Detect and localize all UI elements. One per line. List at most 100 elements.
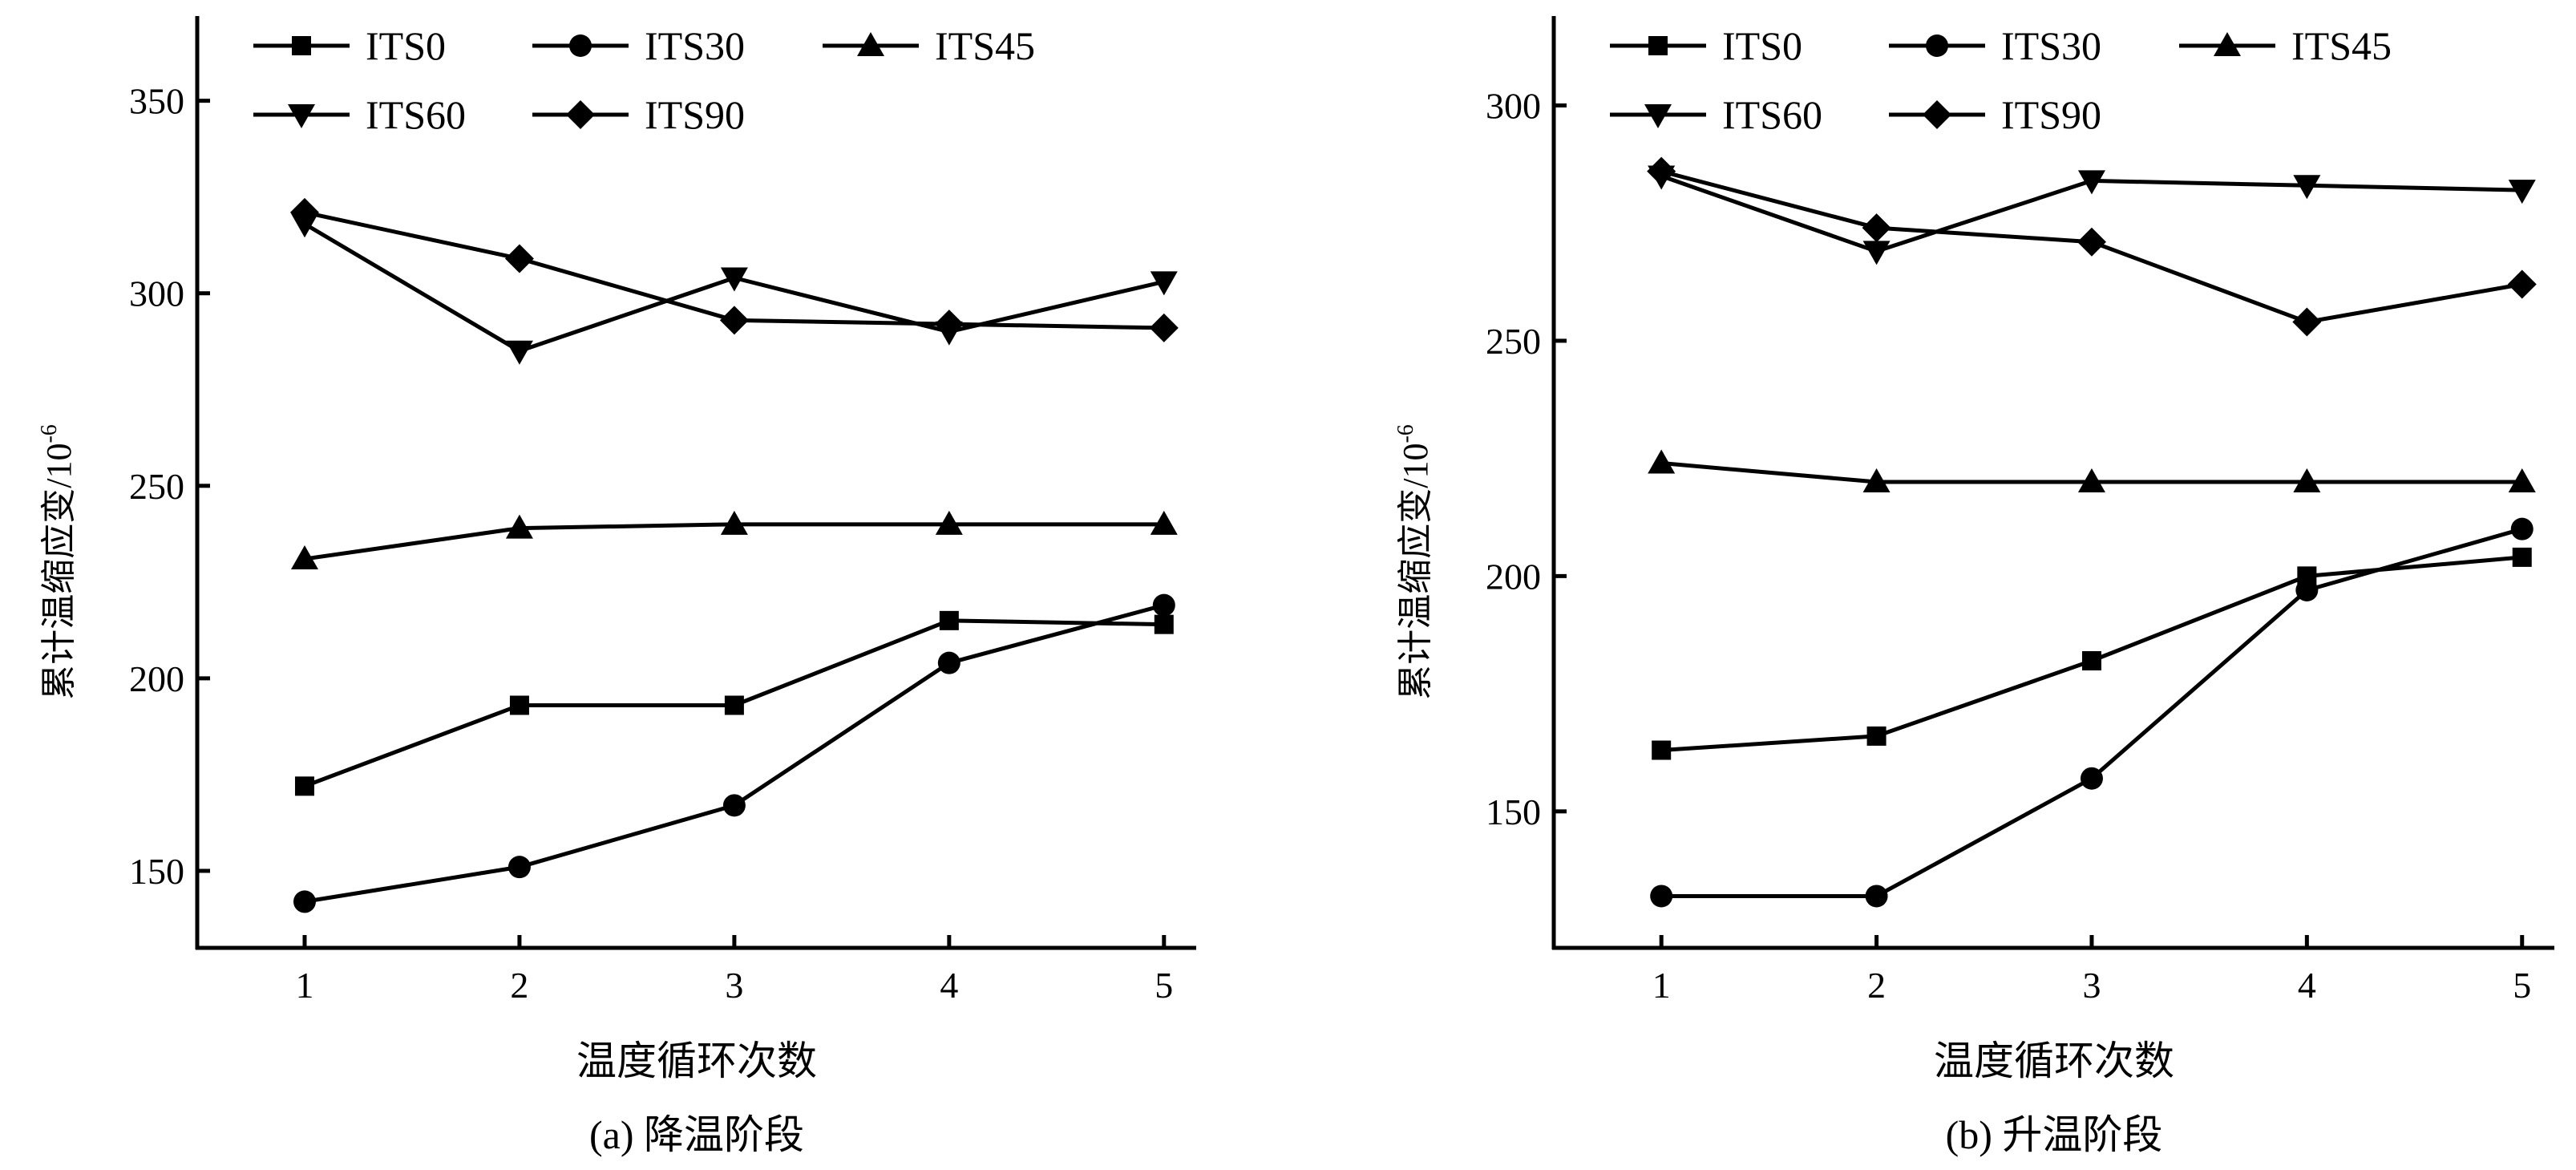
- data-point-its60: [2508, 180, 2536, 204]
- legend-label: ITS60: [366, 92, 466, 137]
- data-point-its90: [2077, 227, 2106, 257]
- legend-label: ITS90: [645, 92, 745, 137]
- legend-marker-its60: [1644, 104, 1672, 128]
- data-point-its45: [2077, 468, 2105, 492]
- data-point-its60: [1150, 271, 1178, 296]
- data-point-its45: [1862, 468, 1891, 492]
- data-point-its90: [934, 310, 964, 339]
- legend-label: ITS30: [2001, 23, 2101, 68]
- legend-label: ITS0: [366, 23, 446, 68]
- data-point-its45: [505, 514, 533, 539]
- legend-marker-its45: [857, 32, 884, 56]
- data-point-its0: [724, 695, 744, 715]
- data-point-its90: [2292, 307, 2322, 337]
- data-point-its60: [2077, 170, 2105, 195]
- y-axis-label: 累计温缩应变/10-6: [1393, 424, 1435, 700]
- y-tick-label: 300: [1486, 86, 1541, 127]
- legend-item-its60: ITS60: [253, 92, 466, 137]
- y-tick-label: 250: [1486, 321, 1541, 362]
- data-point-its45: [290, 545, 318, 570]
- legend-marker-its60: [288, 104, 315, 128]
- data-point-its30: [508, 856, 531, 879]
- legend-label: ITS45: [935, 23, 1035, 68]
- legend: ITS0 ITS30 ITS45 ITS60 ITS90: [253, 23, 1035, 137]
- data-point-its30: [2080, 767, 2103, 790]
- data-point-its60: [720, 267, 748, 292]
- data-point-its90: [1862, 213, 1891, 243]
- data-point-its90: [2507, 269, 2537, 299]
- data-point-its30: [2295, 578, 2319, 601]
- y-tick-label: 250: [129, 466, 184, 507]
- legend-item-its90: ITS90: [532, 92, 745, 137]
- legend-item-its45: ITS45: [2179, 23, 2392, 68]
- data-point-its30: [1650, 885, 1673, 908]
- legend-item-its90: ITS90: [1889, 92, 2101, 137]
- data-point-its0: [939, 610, 959, 630]
- x-axis-label: 温度循环次数: [576, 1038, 817, 1083]
- data-point-its45: [1150, 510, 1178, 535]
- data-point-its45: [2508, 468, 2536, 492]
- legend-label: ITS45: [2291, 23, 2392, 68]
- y-tick-label: 200: [1486, 556, 1541, 597]
- x-tick-label: 2: [1867, 965, 1886, 1006]
- data-point-its0: [2512, 547, 2532, 567]
- legend-item-its30: ITS30: [1889, 23, 2101, 68]
- data-point-its90: [504, 244, 534, 273]
- x-tick-label: 4: [940, 965, 958, 1006]
- panel-caption: (a) 降温阶段: [589, 1112, 804, 1157]
- legend-item-its0: ITS0: [253, 23, 446, 68]
- data-point-its0: [509, 695, 529, 715]
- data-point-its30: [293, 890, 316, 913]
- data-point-its60: [1862, 241, 1891, 265]
- data-point-its0: [2081, 651, 2101, 671]
- data-point-its30: [1152, 593, 1175, 617]
- data-point-its90: [1647, 156, 1676, 186]
- axes: 150 200 250 300 350 1 2 3 4 5: [129, 16, 1196, 1006]
- legend-label: ITS60: [1722, 92, 1822, 137]
- legend-marker-its0: [1648, 36, 1668, 55]
- legend-marker-its30: [1926, 34, 1948, 57]
- x-tick-label: 5: [1155, 965, 1173, 1006]
- legend-marker-its90: [1923, 100, 1951, 129]
- data-point-its60: [2293, 175, 2321, 200]
- legend-item-its0: ITS0: [1610, 23, 1802, 68]
- legend-marker-its0: [292, 36, 311, 55]
- series-line-its30: [304, 603, 1165, 904]
- data-point-its45: [935, 510, 963, 535]
- data-point-its30: [937, 651, 960, 674]
- data-point-its0: [1154, 614, 1174, 634]
- y-tick-label: 200: [129, 658, 184, 699]
- y-tick-label: 300: [129, 273, 184, 314]
- y-tick-label: 350: [129, 81, 184, 122]
- data-point-its90: [1149, 313, 1179, 342]
- data-point-its0: [1866, 726, 1887, 746]
- y-tick-label: 150: [1486, 791, 1541, 832]
- series-line-its30: [1661, 527, 2523, 898]
- legend-marker-its45: [2214, 32, 2241, 56]
- plot-marks: [289, 197, 1179, 913]
- y-axis-label: 累计温缩应变/10-6: [37, 424, 79, 700]
- data-point-its45: [720, 510, 748, 535]
- legend-label: ITS0: [1722, 23, 1802, 68]
- data-point-its90: [719, 306, 749, 335]
- data-point-its45: [1648, 449, 1676, 474]
- x-tick-label: 1: [295, 965, 313, 1006]
- x-tick-label: 3: [725, 965, 743, 1006]
- legend-label: ITS30: [645, 23, 745, 68]
- x-tick-label: 3: [2082, 965, 2101, 1006]
- legend: ITS0 ITS30 ITS45 ITS60 ITS90: [1610, 23, 2392, 137]
- legend-item-its60: ITS60: [1610, 92, 1822, 137]
- panel-caption: (b) 升温阶段: [1946, 1112, 2163, 1157]
- data-point-its90: [289, 197, 319, 227]
- x-tick-label: 2: [510, 965, 528, 1006]
- plot-marks: [1647, 156, 2537, 908]
- x-axis-label: 温度循环次数: [1934, 1038, 2174, 1083]
- legend-item-its45: ITS45: [823, 23, 1035, 68]
- data-point-its30: [722, 794, 746, 817]
- data-point-its0: [1652, 740, 1672, 760]
- x-tick-label: 4: [2298, 965, 2316, 1006]
- y-tick-label: 150: [129, 851, 184, 892]
- data-point-its45: [2293, 468, 2321, 492]
